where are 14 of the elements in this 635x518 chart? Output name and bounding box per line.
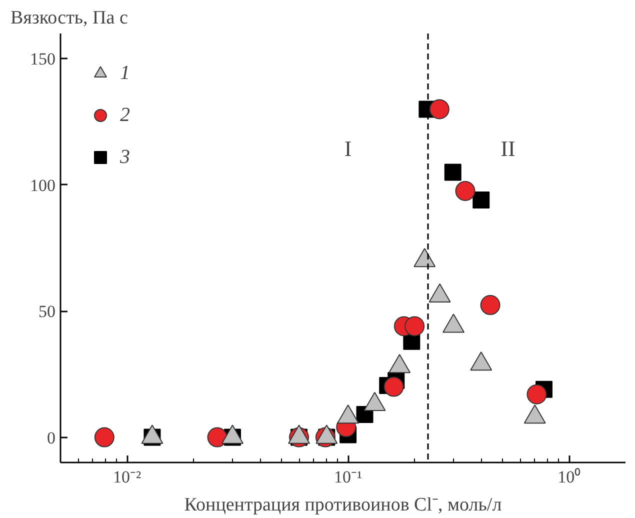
y-tick-label: 150: [30, 50, 56, 69]
legend-label: 3: [120, 146, 131, 168]
y-tick-label: 0: [47, 428, 56, 448]
y-axis-title: Вязкость, Па с: [10, 8, 128, 28]
legend-label: 1: [120, 62, 131, 84]
annotation: II: [500, 136, 516, 161]
x-tick-label: 10⁰: [558, 468, 581, 486]
y-tick-label: 100: [30, 176, 56, 195]
legend-label: 2: [120, 104, 131, 126]
annotation: I: [344, 136, 352, 161]
y-tick-label: 50: [38, 302, 56, 322]
x-tick-label: 10⁻¹: [334, 468, 362, 486]
x-axis-title: Концентрация противоинов Cl⁻, моль/л: [184, 494, 502, 516]
x-tick-label: 10⁻²: [112, 468, 142, 486]
